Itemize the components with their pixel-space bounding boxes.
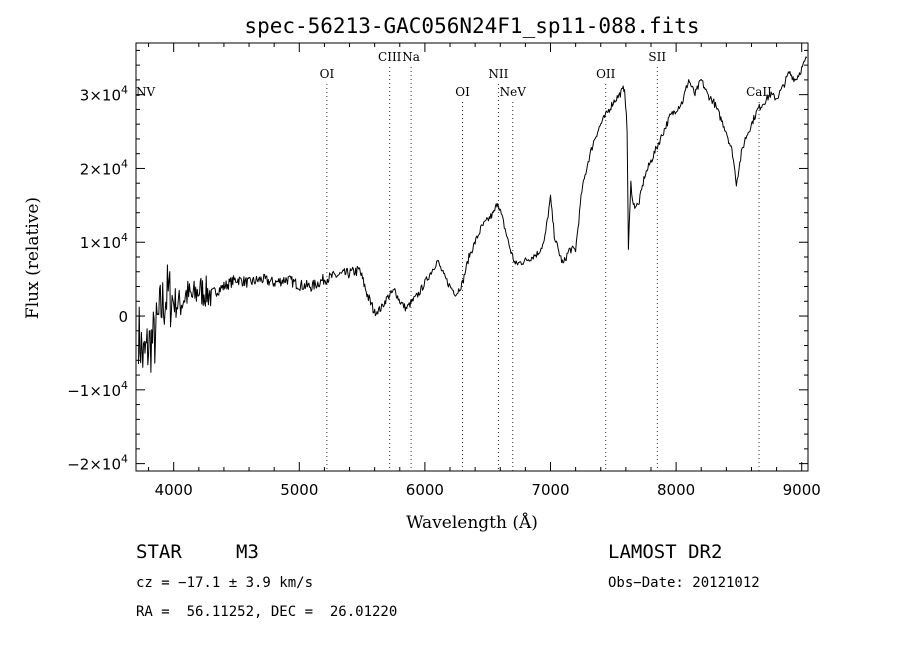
x-tick-label: 7000 [531,481,569,499]
y-tick-label: 0 [118,308,128,326]
plot-frame [135,42,809,472]
x-tick-label: 6000 [406,481,444,499]
line-label-oi: OI [455,85,470,99]
x-tick-label: 8000 [657,481,695,499]
line-label-oii: OII [596,67,616,81]
line-label-sii: SII [648,50,666,64]
chart-title: spec-56213-GAC056N24F1_sp11-088.fits [244,14,699,38]
line-label-oi: OI [320,67,335,81]
observation-date: Obs−Date: 20121012 [608,575,760,591]
radial-velocity: cz = −17.1 ± 3.9 km/s [136,575,314,591]
survey-name: LAMOST DR2 [608,541,723,563]
y-tick-label: −1×104 [67,379,128,400]
x-tick-label: 4000 [155,481,193,499]
object-type: STAR [136,541,182,563]
sky-coordinates: RA = 56.11252, DEC = 26.01220 [136,604,398,620]
spectral-subclass: M3 [236,541,259,563]
y-axis-label: Flux (relative) [23,197,43,319]
line-label-nv: NV [136,85,156,99]
x-tick-label: 9000 [783,481,821,499]
y-tick-label: 3×104 [80,84,128,105]
y-tick-label: 2×104 [80,157,128,178]
y-axis-label-group: Flux (relative) [23,197,43,319]
plot-area: 4000 5000 6000 7000 8000 9000 −2×104 −1×104 0 1×1… [67,42,821,499]
line-label-caii: CaII [746,85,772,99]
line-label-nev: NeV [500,85,527,99]
x-axis-label: Wavelength (Å) [406,512,538,533]
y-tick-label: −2×104 [67,453,128,474]
line-label-ciii: CIII [378,50,402,64]
y-tick-label: 1×104 [80,231,128,252]
x-tick-label: 5000 [280,481,318,499]
line-label-nii: NII [488,67,508,81]
line-label-na: Na [402,50,420,64]
spectrum-series [138,56,808,373]
